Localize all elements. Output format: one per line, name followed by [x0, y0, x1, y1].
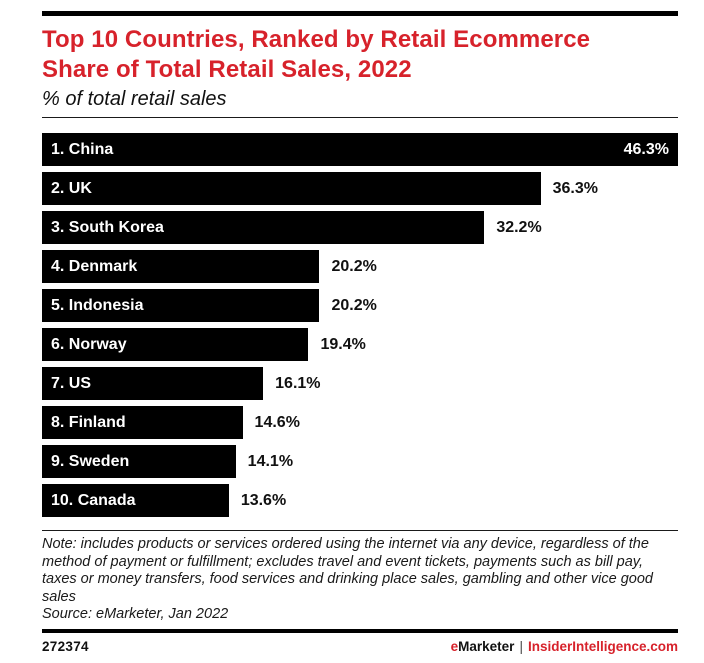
chart-id: 272374	[42, 638, 89, 654]
brand-site: InsiderIntelligence.com	[527, 638, 678, 654]
bar-value-label: 13.6%	[240, 491, 287, 509]
top-rule	[42, 11, 678, 16]
bar-value-label: 20.2%	[331, 257, 377, 275]
bar-value-label: 20.2%	[331, 296, 377, 314]
bar-row: 10. Canada 13.6%	[42, 484, 678, 517]
bar-value-label: 14.6%	[254, 413, 300, 431]
bar-row: 2. UK 36.3%	[42, 172, 678, 205]
brand-emarketer-e: e	[450, 638, 459, 654]
bar-category-label: 1. China	[51, 140, 114, 158]
bar-row: 6. Norway 19.4%	[42, 328, 678, 361]
bar-category-label: 6. Norway	[51, 335, 127, 353]
chart-title-line1: Top 10 Countries, Ranked by Retail Ecomm…	[42, 26, 591, 53]
bar-category-label: 10. Canada	[51, 491, 136, 509]
brand-attribution: eMarketer | InsiderIntelligence.com	[451, 639, 678, 654]
bar-category-label: 8. Finland	[51, 413, 126, 431]
bar-value-label: 16.1%	[275, 374, 321, 392]
bar-category-label: 5. Indonesia	[51, 296, 144, 314]
bar-row: 8. Finland 14.6%	[42, 406, 678, 439]
bar: 10. Canada	[42, 484, 229, 517]
bar: 6. Norway	[42, 328, 309, 361]
bar: 5. Indonesia	[42, 289, 320, 322]
bar-row: 9. Sweden 14.1%	[42, 445, 678, 478]
bar: 4. Denmark	[42, 250, 320, 283]
chart-subtitle: % of total retail sales	[42, 88, 227, 110]
bar: 9. Sweden	[42, 445, 236, 478]
chart-title-line2: Share of Total Retail Sales, 2022	[42, 56, 412, 83]
bar-chart: 1. China 46.3% 2. UK 36.3% 3. South Korea 32.…	[42, 133, 678, 517]
footer-bar: 272374 eMarketer | InsiderIntelligence.com	[42, 639, 678, 654]
bar-value-label: 19.4%	[320, 335, 366, 353]
bar-category-label: 4. Denmark	[51, 257, 138, 275]
chart-source: Source: eMarketer, Jan 2022	[42, 606, 229, 622]
bar-category-label: 3. South Korea	[51, 218, 164, 236]
brand-emarketer-rest: Marketer	[458, 638, 515, 654]
note-divider	[42, 530, 678, 531]
bar-category-label: 7. US	[51, 374, 92, 392]
bar-value-label: 36.3%	[552, 179, 598, 197]
bar-category-label: 9. Sweden	[51, 452, 130, 470]
chart-title: Top 10 Countries, Ranked by Retail Ecomm…	[42, 25, 678, 85]
bar: 2. UK	[42, 172, 541, 205]
bar: 1. China 46.3%	[42, 133, 678, 166]
brand-separator: |	[519, 638, 523, 654]
bar-category-label: 2. UK	[51, 179, 92, 197]
bar-row: 7. US 16.1%	[42, 367, 678, 400]
bar-row: 3. South Korea 32.2%	[42, 211, 678, 244]
bar-row: 1. China 46.3%	[42, 133, 678, 166]
bar-value-label: 46.3%	[623, 141, 669, 158]
bar: 3. South Korea	[42, 211, 485, 244]
bar-value-label: 14.1%	[247, 452, 294, 470]
chart-note: Note: includes products or services orde…	[42, 536, 653, 605]
bar: 8. Finland	[42, 406, 243, 439]
bar-value-label: 32.2%	[496, 218, 542, 236]
bar-row: 5. Indonesia 20.2%	[42, 289, 678, 322]
footer-rule	[42, 628, 678, 633]
bar-row: 4. Denmark 20.2%	[42, 250, 678, 283]
bar: 7. US	[42, 367, 264, 400]
subtitle-divider	[42, 117, 678, 118]
